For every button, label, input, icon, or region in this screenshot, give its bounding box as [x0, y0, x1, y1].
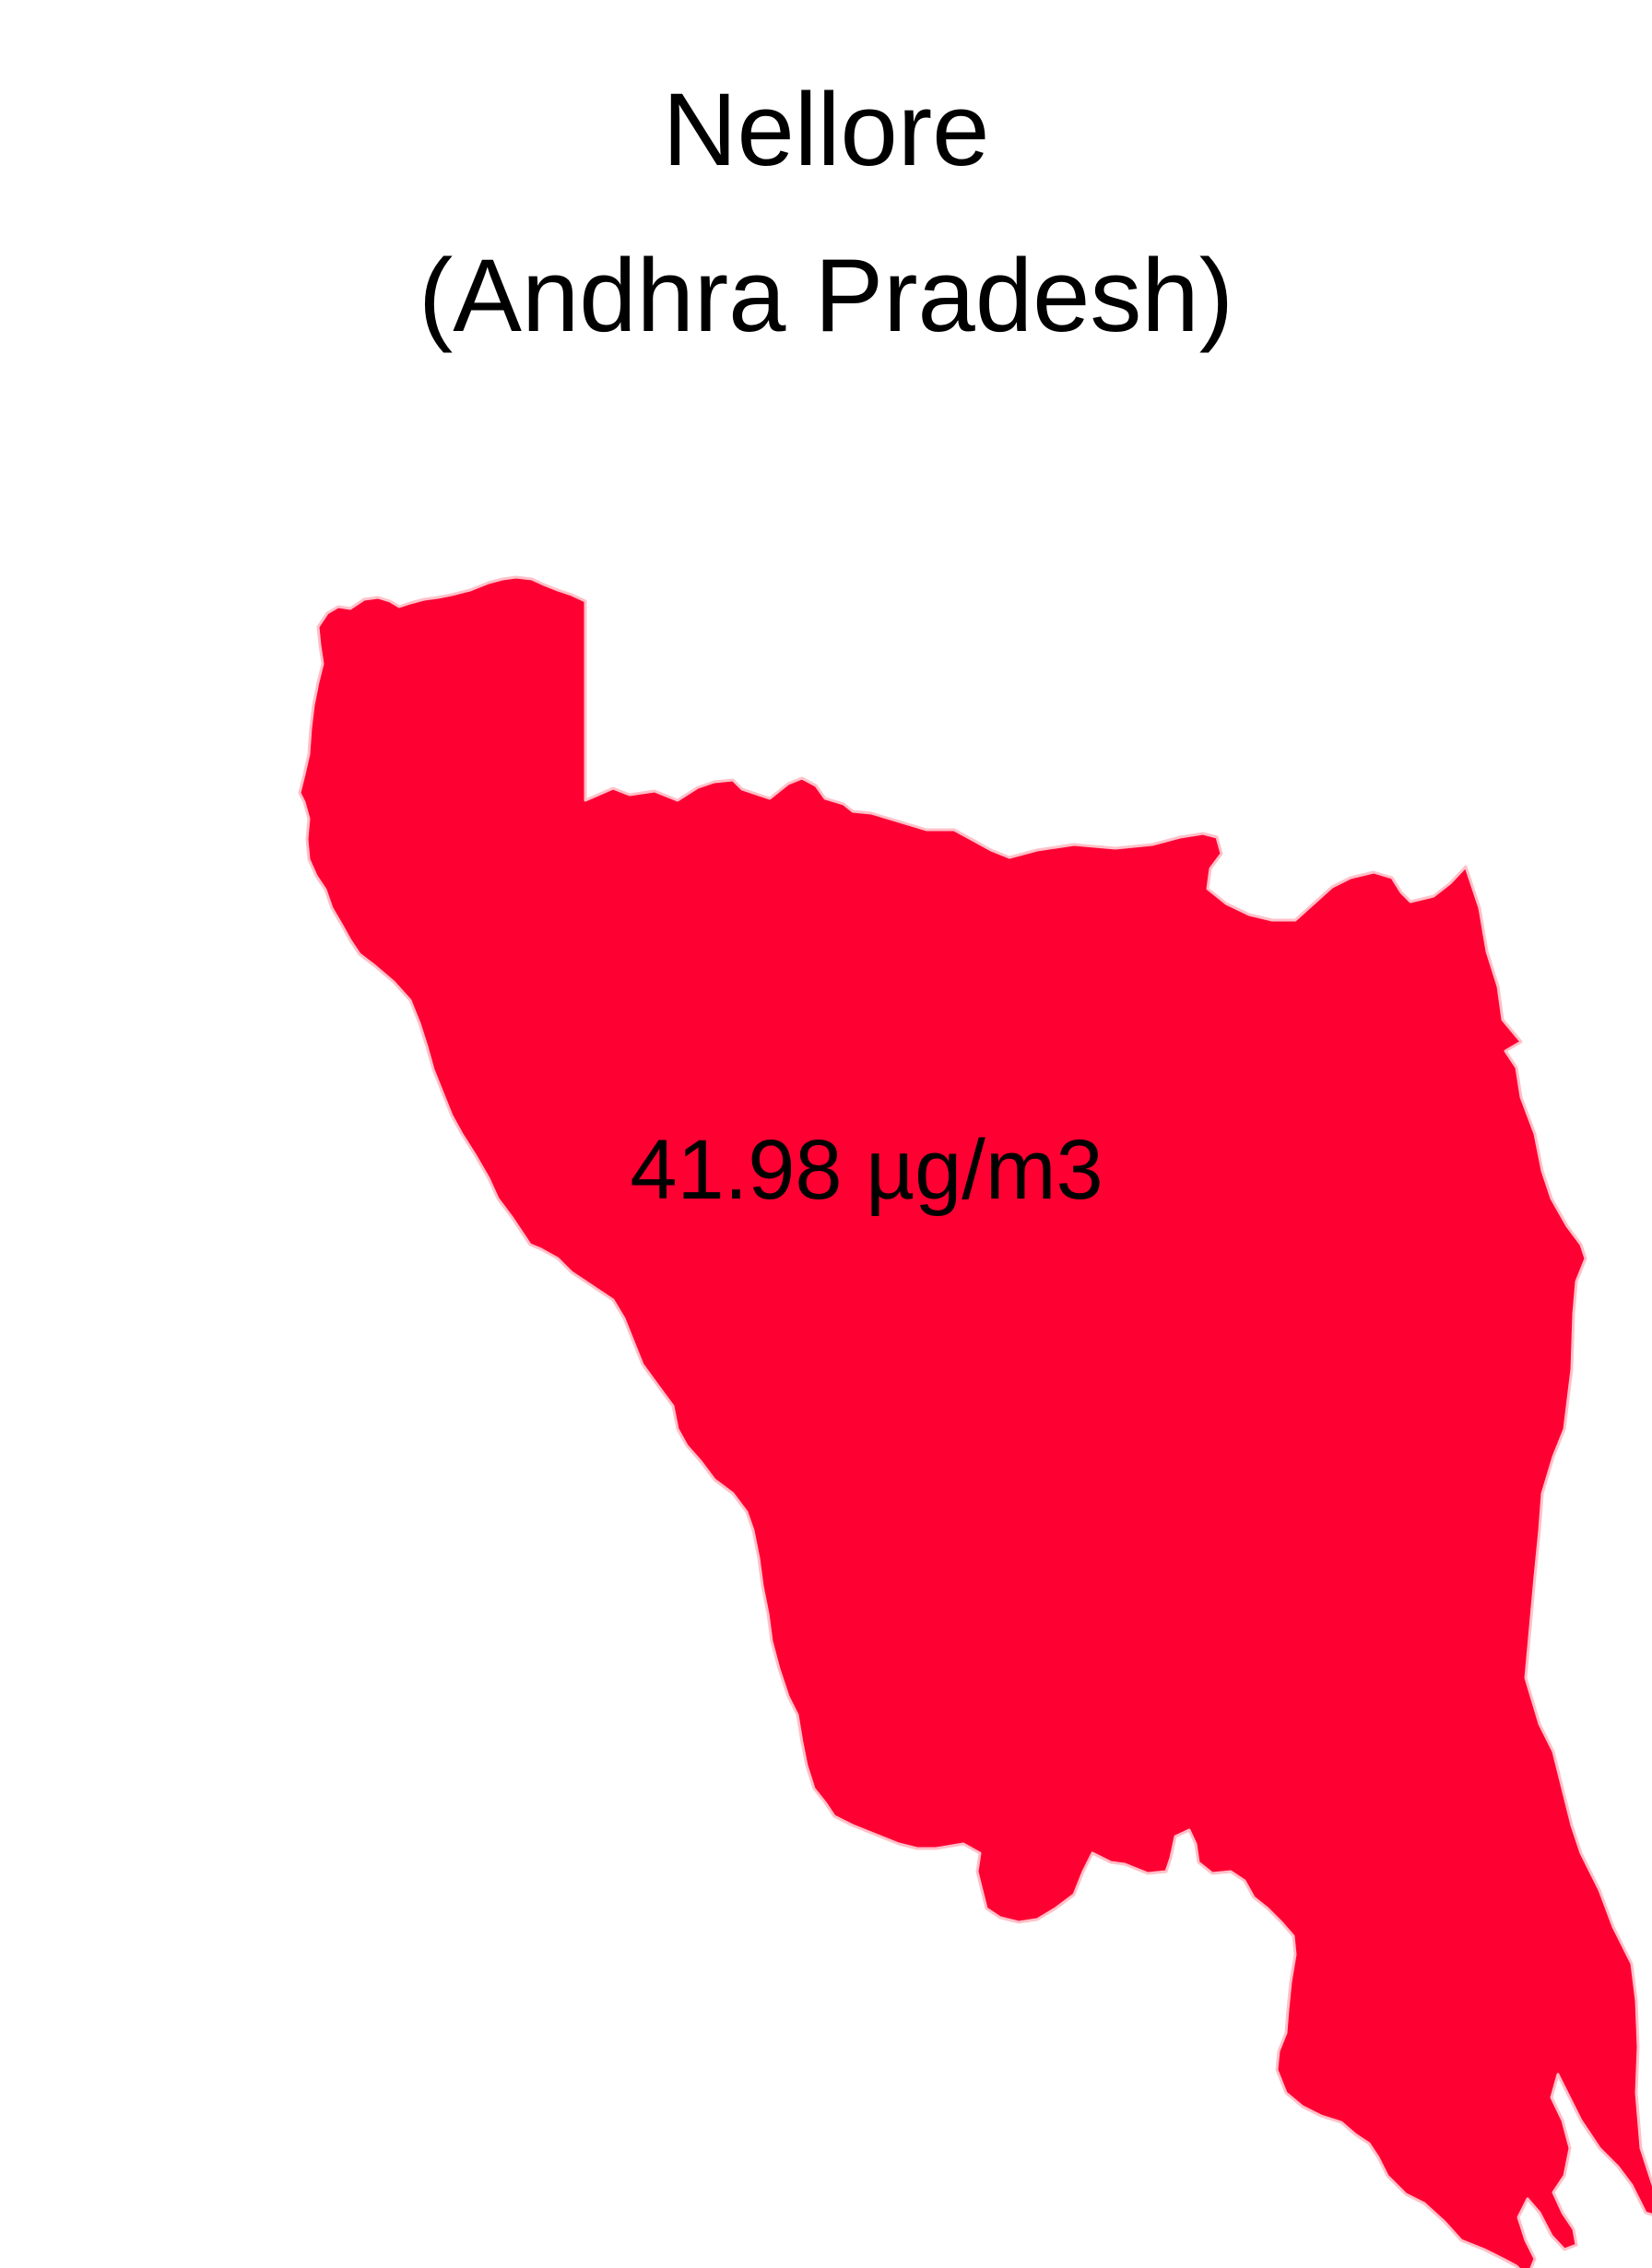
map-title-state: (Andhra Pradesh) [418, 238, 1234, 353]
district-polygon [298, 575, 1652, 2268]
pm25-value-label: 41.98 µg/m3 [630, 1123, 1103, 1217]
map-title-district: Nellore [662, 72, 990, 187]
